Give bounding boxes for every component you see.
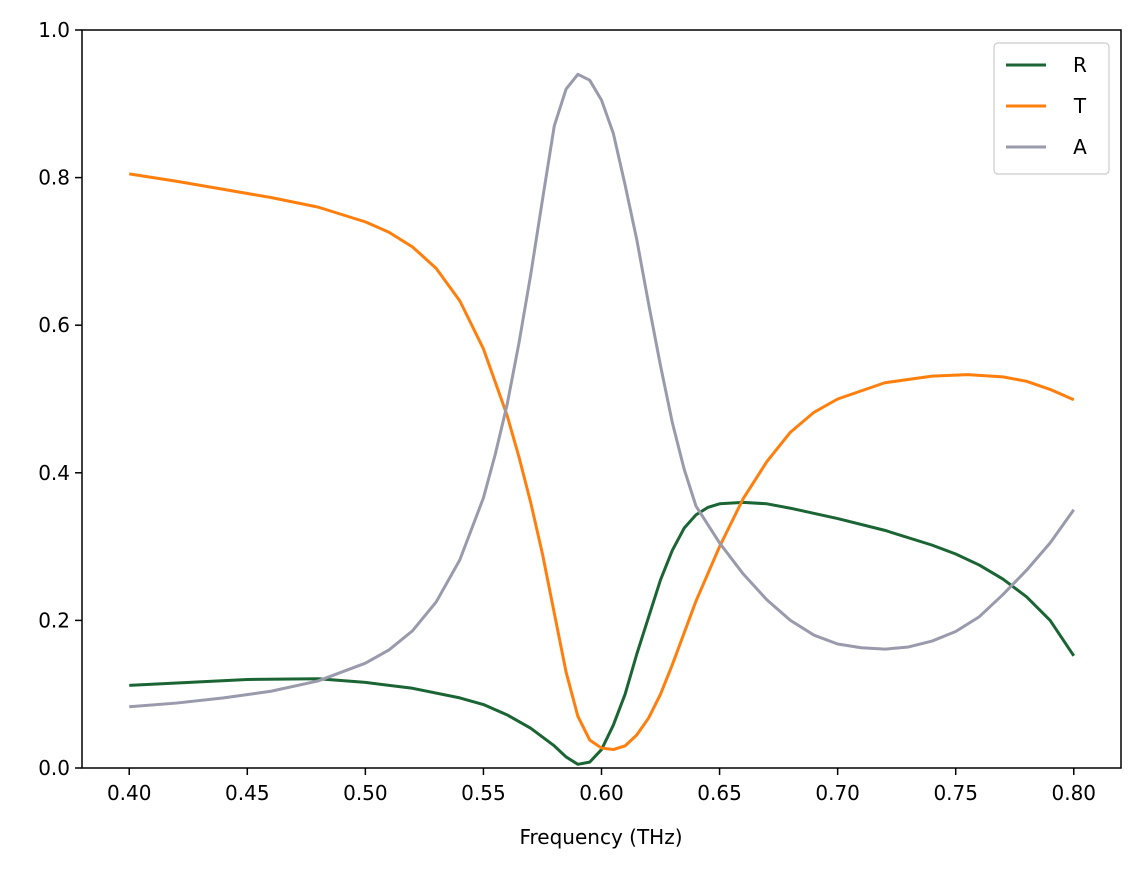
y-tick-label: 0.6 — [38, 313, 70, 337]
x-tick-label: 0.75 — [933, 781, 978, 805]
y-axis: 0.0 0.2 0.4 0.6 0.8 1.0 — [38, 18, 82, 780]
legend-label-t: T — [1073, 94, 1087, 118]
x-tick-label: 0.80 — [1052, 781, 1097, 805]
x-tick-label: 0.40 — [107, 781, 152, 805]
series-line-r — [129, 500, 1076, 766]
legend: RTA — [993, 42, 1110, 175]
series-line-a — [129, 72, 1075, 709]
x-tick-label: 0.70 — [815, 781, 860, 805]
y-tick-label: 0.8 — [38, 166, 70, 190]
x-tick-label: 0.55 — [461, 781, 506, 805]
x-axis: 0.40 0.45 0.50 0.55 0.60 0.65 0.70 0.75 0.80 — [107, 768, 1096, 805]
series-line-t — [128, 172, 1075, 752]
legend-label-a: A — [1073, 135, 1087, 159]
series-layer — [128, 72, 1076, 766]
x-tick-label: 0.50 — [343, 781, 388, 805]
x-tick-label: 0.60 — [579, 781, 624, 805]
x-axis-label: Frequency (THz) — [519, 825, 682, 849]
legend-label-r: R — [1073, 53, 1087, 77]
y-tick-label: 1.0 — [38, 18, 70, 42]
y-tick-label: 0.0 — [38, 756, 70, 780]
x-tick-label: 0.65 — [697, 781, 742, 805]
x-tick-label: 0.45 — [225, 781, 270, 805]
y-tick-label: 0.4 — [38, 461, 70, 485]
y-tick-label: 0.2 — [38, 608, 70, 632]
legend-box — [993, 42, 1110, 175]
